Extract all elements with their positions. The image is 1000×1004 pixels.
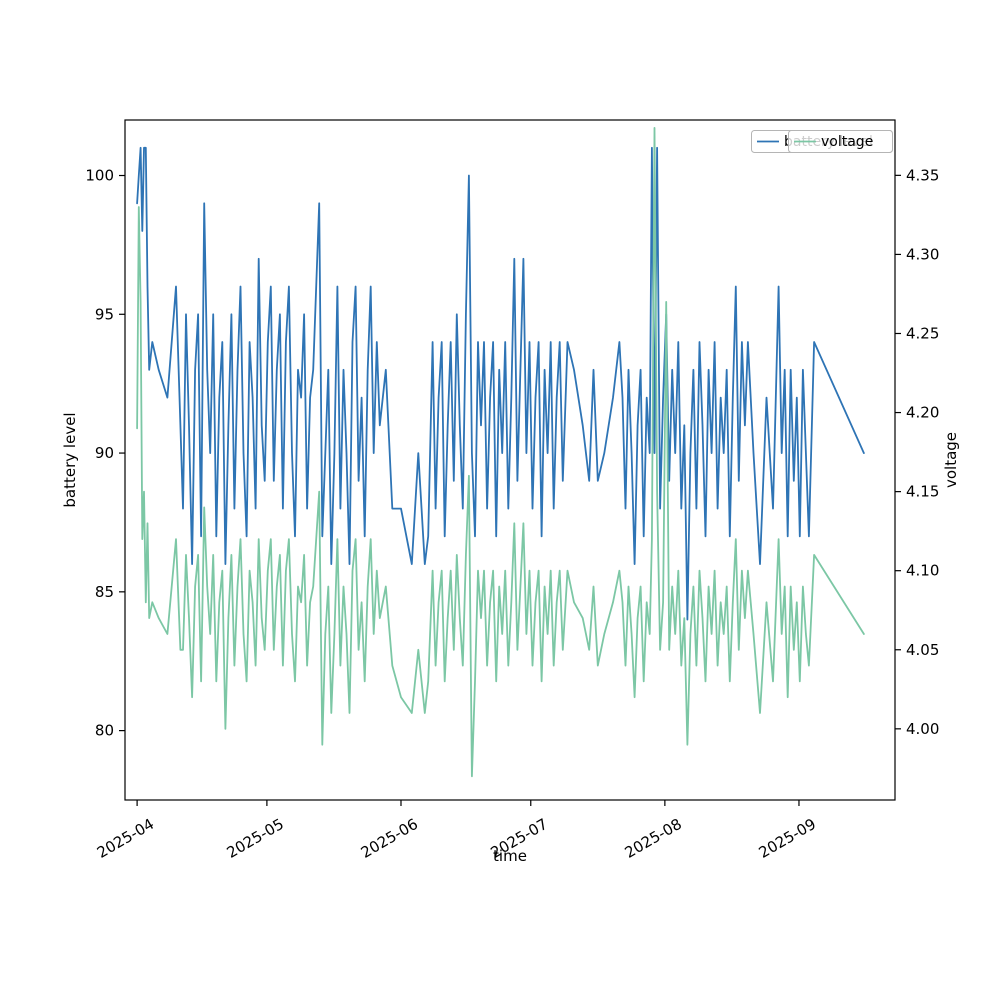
- voltage-line: [136, 127, 865, 778]
- y-axis-right-ticks: 4.00 4.05 4.10 4.15 4.20 4.25 4.30 4.35: [895, 166, 939, 738]
- x-axis-label: time: [493, 847, 527, 865]
- legend: battery level voltage: [751, 130, 893, 153]
- x-tick-label: 2025-09: [756, 815, 819, 862]
- x-tick-label: 2025-08: [622, 815, 685, 862]
- y-left-tick-label: 90: [95, 444, 114, 462]
- y-right-tick-label: 4.05: [906, 641, 939, 659]
- y-left-tick-label: 85: [95, 583, 114, 601]
- plot-spines: [124, 119, 896, 801]
- y-axis-left-ticks: 80 85 90 95 100: [85, 167, 125, 740]
- battery-level-line: [136, 146, 865, 621]
- y-right-tick-label: 4.15: [906, 483, 939, 501]
- legend-frame-voltage: [788, 130, 893, 153]
- y-axis-left-label: battery level: [61, 412, 79, 507]
- x-tick-label: 2025-06: [358, 815, 421, 862]
- y-right-tick-label: 4.30: [906, 245, 939, 263]
- y-right-tick-label: 4.25: [906, 324, 939, 342]
- y-right-tick-label: 4.20: [906, 404, 939, 422]
- y-right-tick-label: 4.10: [906, 562, 939, 580]
- x-tick-label: 2025-04: [94, 815, 157, 862]
- y-left-tick-label: 80: [95, 722, 114, 740]
- x-tick-label: 2025-05: [224, 815, 287, 862]
- y-left-tick-label: 95: [95, 305, 114, 323]
- y-right-tick-label: 4.35: [906, 166, 939, 184]
- legend-voltage-label: voltage: [821, 134, 873, 150]
- y-axis-right-label: voltage: [942, 432, 960, 488]
- y-left-tick-label: 100: [85, 167, 114, 185]
- y-right-tick-label: 4.00: [906, 720, 939, 738]
- x-axis-ticks: 2025-04 2025-05 2025-06 2025-07 2025-08 2025-…: [94, 800, 819, 862]
